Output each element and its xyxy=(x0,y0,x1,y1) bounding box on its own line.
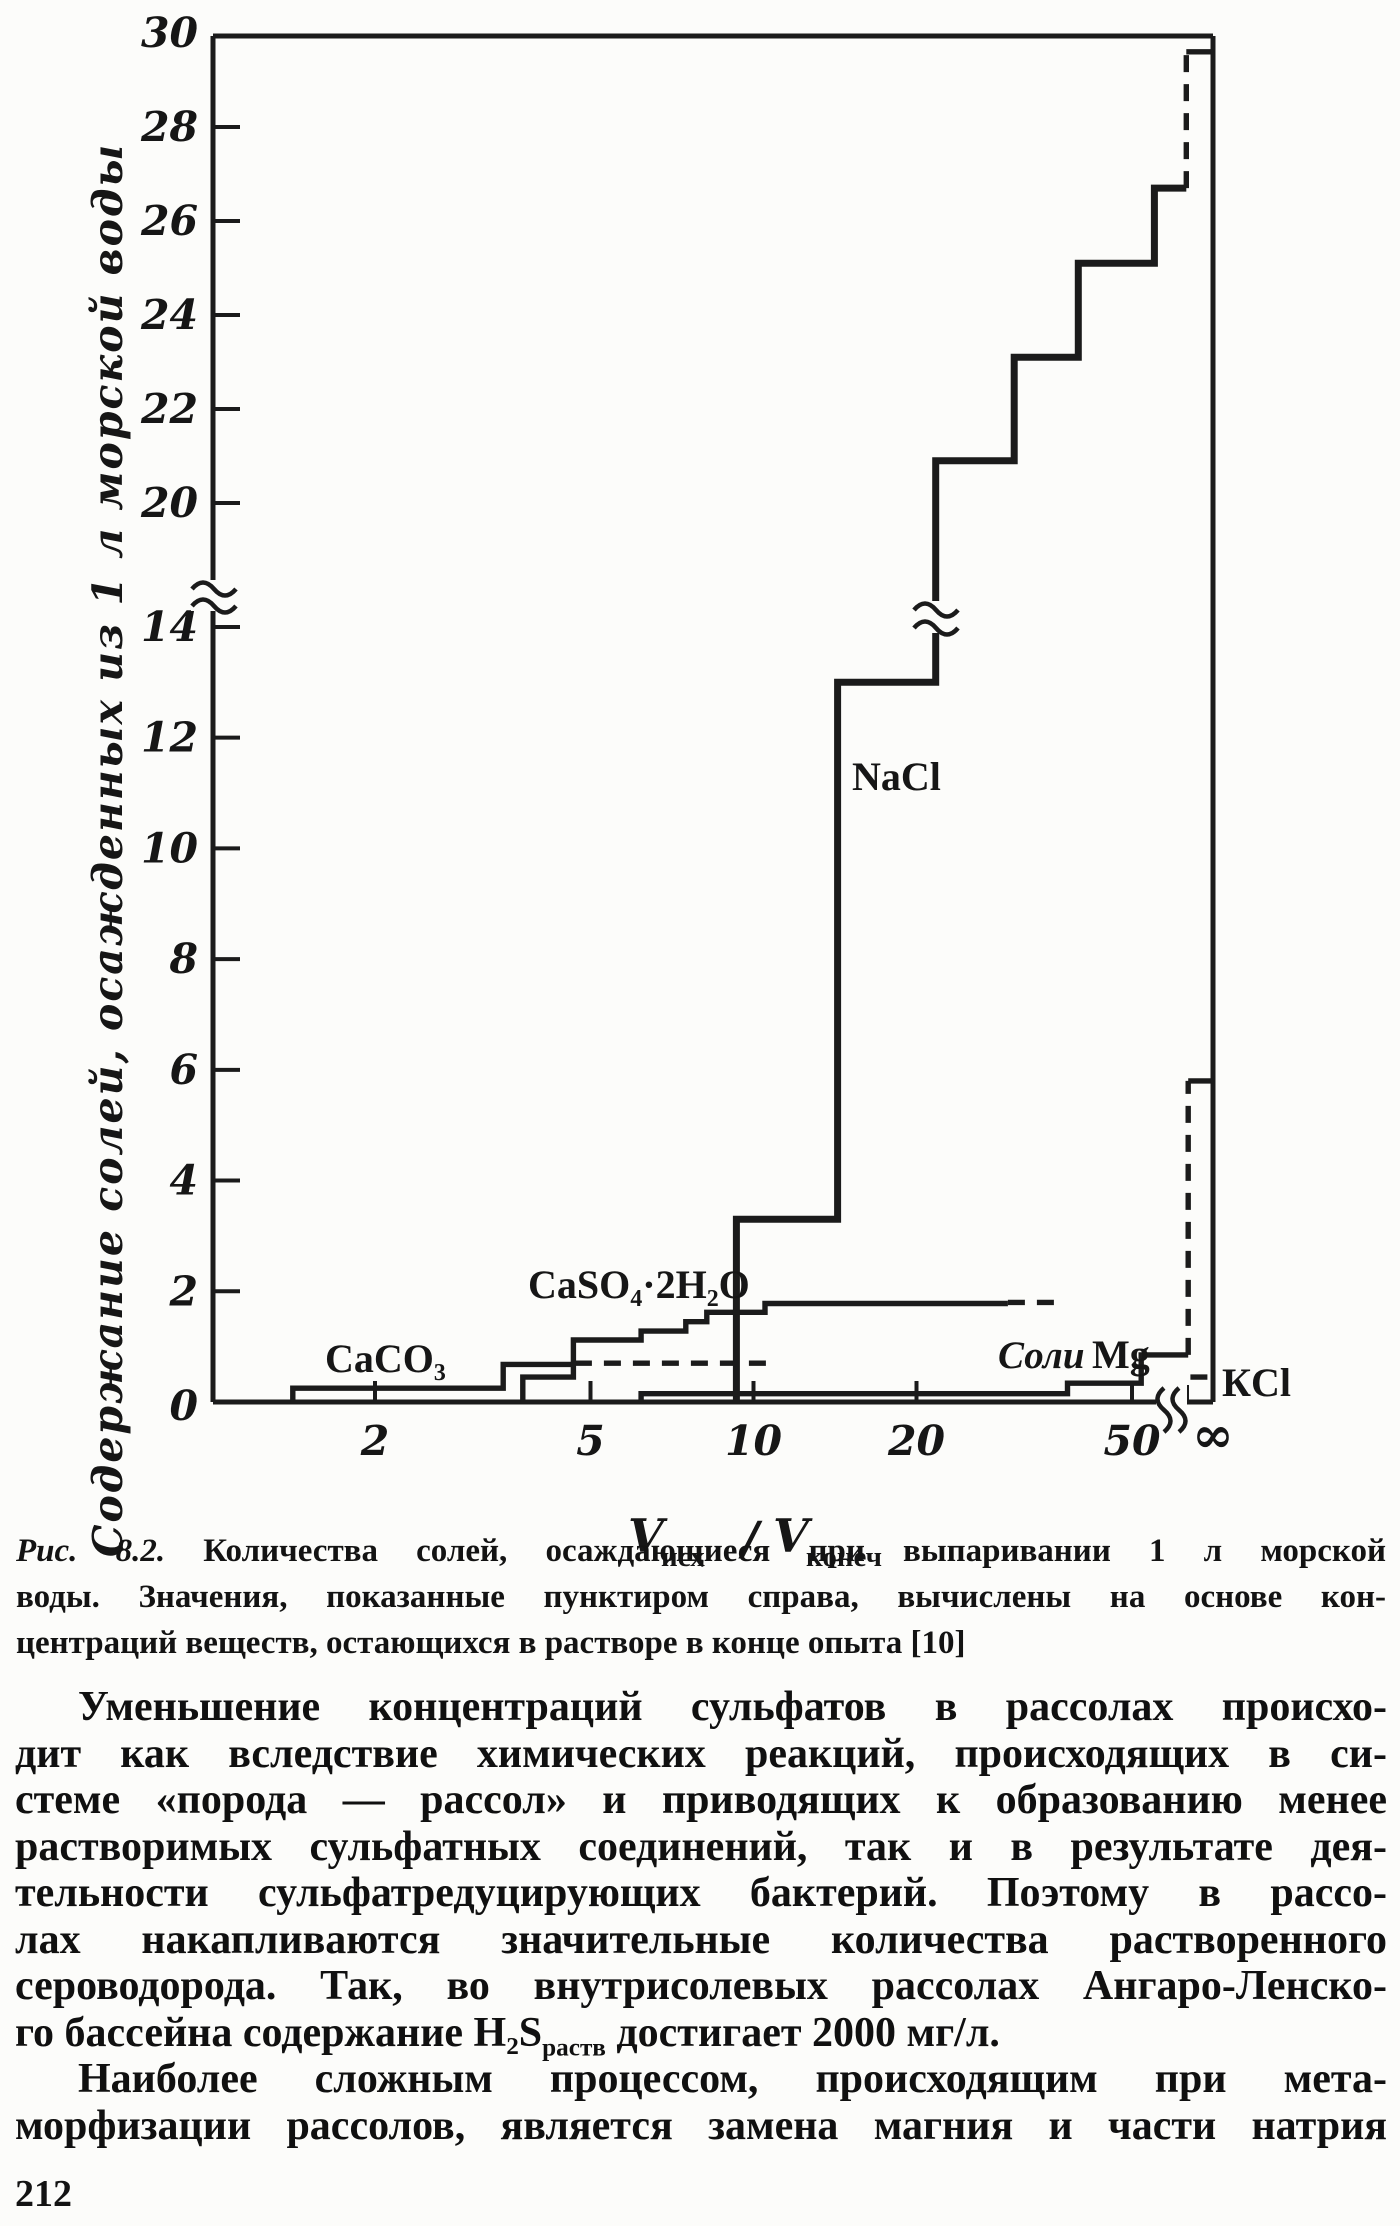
paragraph-2: Наиболее сложным процессом, происходящим… xyxy=(15,2056,1387,2149)
x-tick-label: 10 xyxy=(725,1417,783,1465)
y-tick-label: 24 xyxy=(140,291,198,339)
nacl-curve-break-icon xyxy=(912,601,960,637)
y-tick-label: 28 xyxy=(140,103,198,151)
text-line: Наиболее сложным процессом, происходящим… xyxy=(78,2056,1387,2102)
paragraph-1: Уменьшение концентраций сульфатов в расс… xyxy=(15,1684,1387,2061)
y-tick-label: 30 xyxy=(141,9,199,57)
x-tick-label: 5 xyxy=(576,1417,605,1465)
y-axis-title: Содержание солей, осажденных из 1 л морс… xyxy=(84,143,132,1557)
body-text: Уменьшение концентраций сульфатов в расс… xyxy=(15,1684,1387,2149)
x-title-sub1: исх xyxy=(661,1541,705,1573)
text-line: стеме «порода — рассол» и приводящих к о… xyxy=(15,1777,1387,1823)
y-tick-label: 14 xyxy=(141,603,198,651)
label-soli-mg-formula: Mg xyxy=(1092,1332,1150,1377)
text-line: Уменьшение концентраций сульфатов в расс… xyxy=(78,1684,1387,1730)
curve-labels: NaCl CaSO₄·2H₂O CaCO₃ Соли Mg КCl xyxy=(325,754,1291,1405)
curve-4 xyxy=(732,184,1187,1402)
label-soli-mg-word: Соли xyxy=(998,1334,1085,1377)
x-tick-label: ∞ xyxy=(1192,1405,1234,1464)
caption-line: воды. Значения, показанные пунктиром спр… xyxy=(16,1579,1386,1615)
y-tick-label: 12 xyxy=(141,714,198,762)
text-line: сероводорода. Так, во внутрисолевых расс… xyxy=(15,1963,1387,2009)
chart-frame xyxy=(210,33,1216,1405)
y-tick-label: 22 xyxy=(140,385,198,433)
x-title-sub2: конеч xyxy=(806,1541,882,1573)
text-line: морфизации рассолов, является замена маг… xyxy=(15,2102,1387,2149)
label-caso4: CaSO₄·2H₂O xyxy=(528,1262,750,1307)
y-tick-label: 8 xyxy=(168,935,198,983)
y-tick-label: 4 xyxy=(169,1157,198,1205)
break-marks xyxy=(190,580,1188,1434)
curve-0 xyxy=(290,1361,575,1402)
text-line: растворимых сульфатных соединений, так и… xyxy=(15,1823,1387,1870)
label-nacl: NaCl xyxy=(852,754,941,799)
x-axis-break-icon xyxy=(1155,1385,1188,1434)
y-tick-label: 0 xyxy=(169,1382,198,1430)
y-tick-label: 10 xyxy=(141,824,199,872)
text-line: лах накапливаются значительные количеств… xyxy=(15,1916,1387,1963)
x-tick-label: 50 xyxy=(1103,1417,1161,1465)
x-tick-label: 2 xyxy=(360,1417,390,1465)
y-axis-break-icon xyxy=(190,580,238,615)
figure-caption: Рис. 8.2. Количества солей, осаждающиеся… xyxy=(16,1528,1386,1666)
curve-7 xyxy=(638,1352,1189,1402)
x-title-v2: V xyxy=(773,1509,813,1563)
y-tick-label: 2 xyxy=(168,1267,198,1315)
text-line: тельности сульфатредуцирующих бактерий. … xyxy=(15,1870,1387,1916)
curve-10 xyxy=(1183,1374,1213,1402)
curve-2 xyxy=(520,1300,1008,1402)
caption-line: центраций веществ, остающихся в растворе… xyxy=(16,1625,966,1661)
y-tick-label: 26 xyxy=(140,197,198,245)
text-line: дит как вследствие химических реакций, п… xyxy=(15,1730,1387,1777)
x-tick-label: 20 xyxy=(887,1417,946,1465)
label-kcl: КCl xyxy=(1222,1360,1291,1405)
page-number: 212 xyxy=(15,2173,72,2215)
y-tick-label: 20 xyxy=(140,479,199,527)
text-line: го бассейна содержание H₂Sраств достигае… xyxy=(15,2009,1000,2061)
caption-line: Рис. 8.2. Количества солей, осаждающиеся… xyxy=(16,1533,1386,1569)
x-title-v1: V xyxy=(628,1509,668,1563)
label-caco3: CaCO₃ xyxy=(325,1336,446,1381)
chart-curves xyxy=(290,49,1213,1402)
y-tick-label: 6 xyxy=(169,1046,198,1094)
